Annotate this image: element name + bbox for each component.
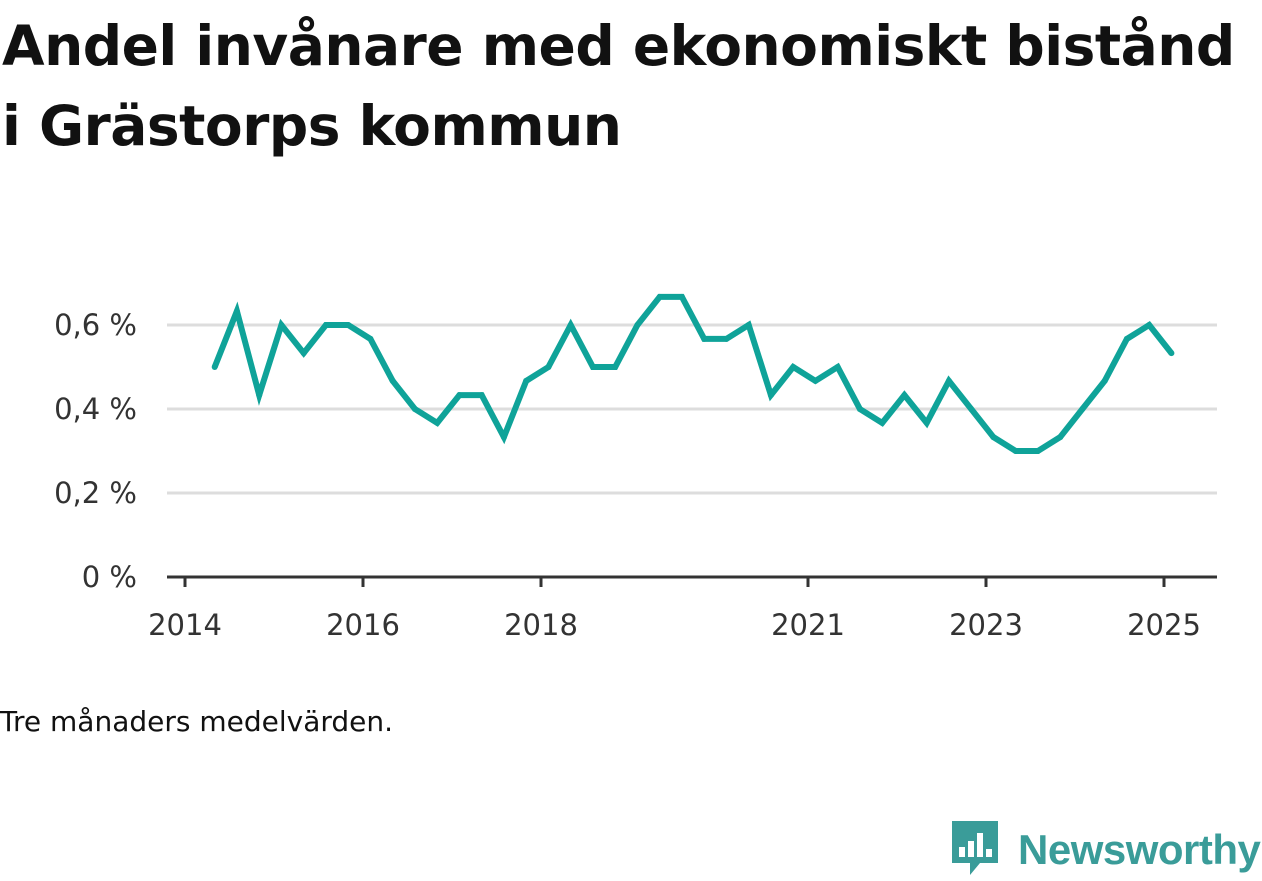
data-point	[1146, 322, 1153, 328]
x-tick-label: 2014	[148, 608, 222, 642]
data-point	[834, 364, 841, 370]
data-point	[322, 322, 329, 328]
data-point	[656, 293, 663, 300]
data-point	[545, 364, 552, 370]
data-point	[456, 392, 463, 399]
x-axis-ticks: 2014 2016 2018 2021 2023 2025	[148, 577, 1201, 642]
data-point	[1101, 377, 1108, 384]
data-point	[856, 406, 863, 412]
y-axis-labels: 0 % 0,2 % 0,4 % 0,6 %	[54, 308, 137, 594]
chart-title: Andel invånare med ekonomiskt bistånd i …	[2, 14, 1235, 158]
data-point	[367, 335, 374, 342]
data-point	[901, 392, 908, 399]
gridlines	[167, 323, 1217, 495]
x-tick-label: 2023	[949, 608, 1023, 642]
data-point	[300, 350, 307, 357]
data-point	[945, 377, 952, 384]
data-point	[701, 335, 708, 342]
data-point	[1012, 448, 1019, 454]
series-line	[211, 293, 1174, 454]
data-point	[389, 377, 396, 384]
data-point	[812, 377, 819, 384]
data-point	[745, 322, 752, 328]
data-point	[879, 419, 886, 426]
data-point	[256, 392, 263, 399]
data-point	[500, 434, 507, 441]
series-layer	[211, 293, 1175, 454]
x-tick-label: 2018	[504, 608, 578, 642]
y-tick-label: 0,2 %	[54, 476, 137, 510]
data-point	[1034, 448, 1041, 454]
data-point	[612, 364, 619, 370]
x-tick-label: 2025	[1127, 608, 1201, 642]
data-point	[1079, 406, 1086, 412]
footnote: Tre månaders medelvärden.	[0, 705, 394, 738]
data-point	[767, 392, 774, 399]
newsworthy-logo-icon	[950, 819, 1000, 881]
brand-name: Newsworthy	[1018, 826, 1261, 873]
data-point	[567, 322, 574, 328]
data-point	[968, 406, 975, 412]
data-point	[233, 308, 240, 315]
data-point	[1057, 434, 1064, 441]
data-point	[723, 335, 730, 342]
data-point	[990, 434, 997, 441]
data-point	[1123, 335, 1130, 342]
data-point	[634, 322, 641, 328]
data-point	[1168, 350, 1175, 357]
data-point	[478, 392, 485, 399]
data-point	[434, 419, 441, 426]
brand-logo[interactable]: Newsworthy	[950, 819, 1261, 881]
x-tick-label: 2016	[326, 608, 400, 642]
data-point	[278, 322, 285, 328]
x-tick-label: 2021	[771, 608, 845, 642]
data-point	[678, 293, 685, 300]
y-tick-label: 0,6 %	[54, 308, 137, 342]
y-tick-label: 0 %	[82, 560, 137, 594]
data-point	[923, 419, 930, 426]
data-point	[790, 364, 797, 370]
data-point	[523, 377, 530, 384]
data-point	[411, 406, 418, 412]
data-point	[211, 364, 218, 370]
y-tick-label: 0,4 %	[54, 392, 137, 426]
data-point	[345, 322, 352, 328]
data-point	[589, 364, 596, 370]
